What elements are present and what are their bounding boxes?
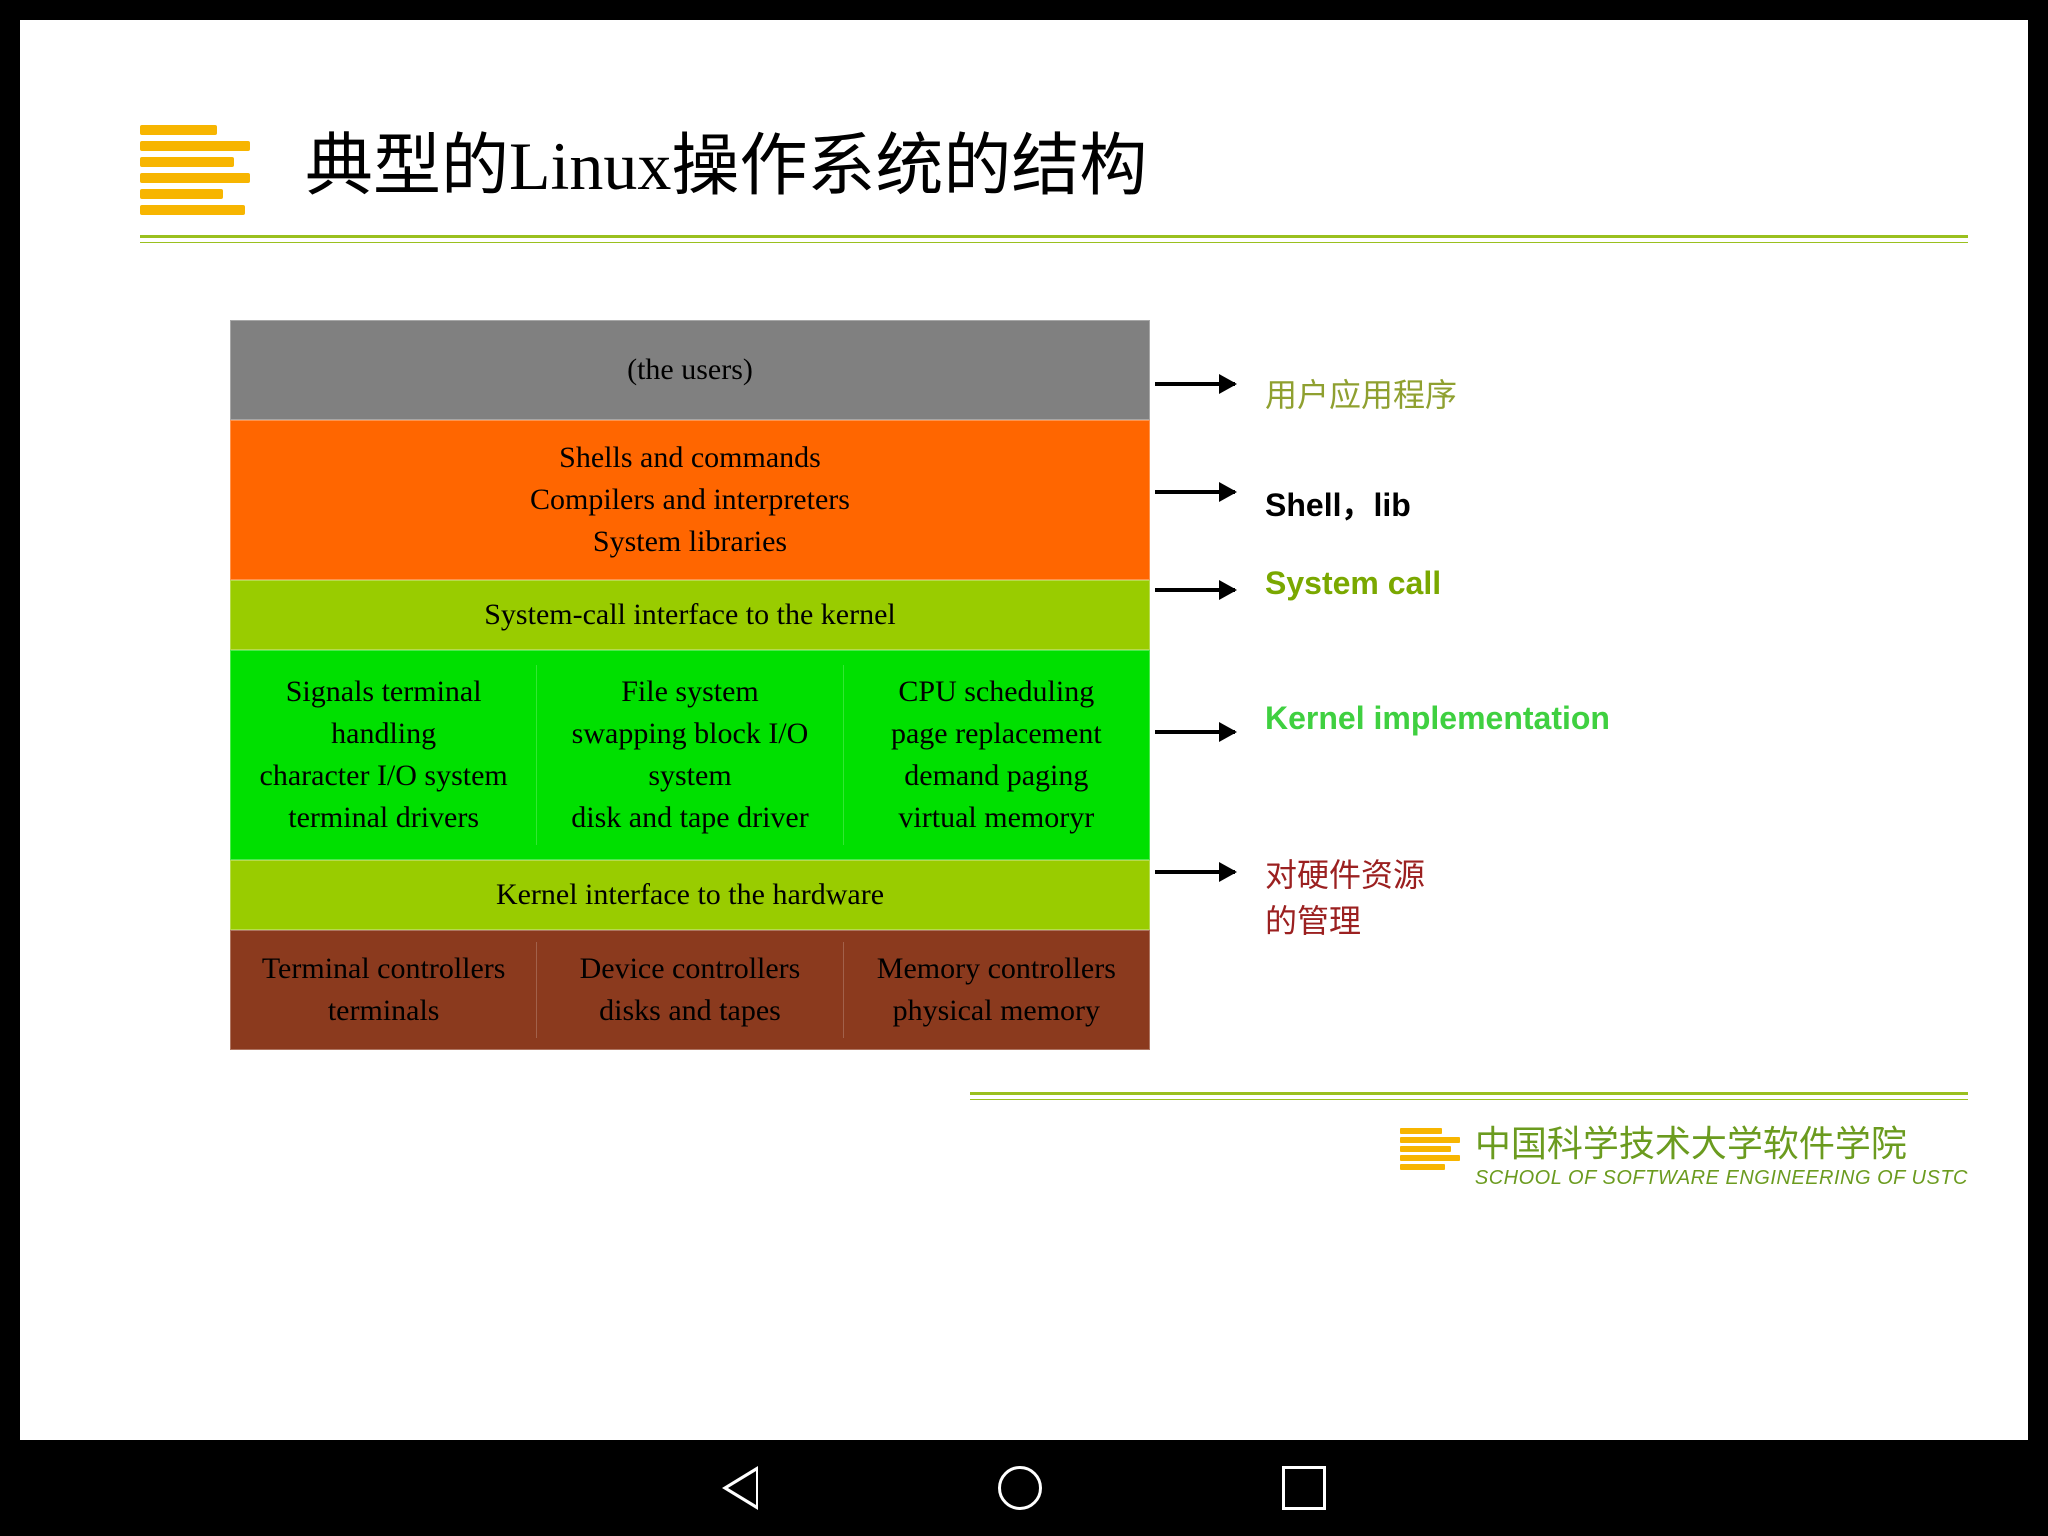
- footer-cn: 中国科学技术大学软件学院: [1475, 1115, 1968, 1167]
- kernel-col2-l2: swapping block I/O: [572, 717, 809, 751]
- hw-col3-l2: physical memory: [893, 994, 1100, 1028]
- nav-back-icon[interactable]: [722, 1466, 758, 1510]
- kernel-col2-l3: system: [648, 759, 731, 793]
- annotation-shell-text: Shell，lib: [1265, 487, 1411, 523]
- kernel-col2-l4: disk and tape driver: [571, 801, 808, 835]
- annotation-hardware: 对硬件资源的管理: [1265, 850, 1445, 942]
- layer-kernel: Signals terminal handling character I/O …: [230, 650, 1150, 860]
- annotation-kernel-text: Kernel implementation: [1265, 700, 1610, 736]
- kernel-col1: Signals terminal handling character I/O …: [231, 665, 537, 845]
- kernel-col3-l4: virtual memoryr: [898, 801, 1094, 835]
- kernel-col3-l1: CPU scheduling: [898, 675, 1094, 709]
- arrow-icon: [1155, 382, 1235, 386]
- hw-col1-l1: Terminal controllers: [262, 952, 506, 986]
- hw-col1: Terminal controllers terminals: [231, 942, 537, 1038]
- arrow-icon: [1155, 870, 1235, 874]
- slide-title: 典型的Linux操作系统的结构: [305, 110, 1147, 209]
- kernel-col1-l4: terminal drivers: [288, 801, 479, 835]
- annotation-hardware-text: 对硬件资源的管理: [1265, 857, 1425, 939]
- shells-line3: System libraries: [593, 525, 787, 559]
- syscall-label: System-call interface to the kernel: [484, 598, 896, 632]
- footer-en: SCHOOL OF SOFTWARE ENGINEERING OF USTC: [1475, 1167, 1968, 1190]
- layer-shells: Shells and commands Compilers and interp…: [230, 420, 1150, 580]
- annotation-syscall-text: System call: [1265, 565, 1441, 601]
- header-logo-icon: [140, 125, 250, 215]
- layer-users: (the users): [230, 320, 1150, 420]
- kernel-col3-l3: demand paging: [904, 759, 1088, 793]
- layer-hwiface: Kernel interface to the hardware: [230, 860, 1150, 930]
- footer-text: 中国科学技术大学软件学院 SCHOOL OF SOFTWARE ENGINEER…: [1475, 1115, 1968, 1190]
- annotation-users-text: 用户应用程序: [1265, 377, 1457, 413]
- arrow-icon: [1155, 730, 1235, 734]
- shells-line1: Shells and commands: [559, 441, 821, 475]
- linux-structure-diagram: (the users) Shells and commands Compiler…: [230, 320, 1150, 1050]
- footer-logo-icon: [1400, 1128, 1460, 1178]
- hw-col2-l1: Device controllers: [580, 952, 801, 986]
- layer-syscall: System-call interface to the kernel: [230, 580, 1150, 650]
- annotation-shell: Shell，lib: [1265, 480, 1411, 526]
- hw-col3-l1: Memory controllers: [877, 952, 1116, 986]
- kernel-col3-l2: page replacement: [891, 717, 1102, 751]
- kernel-col3: CPU scheduling page replacement demand p…: [844, 665, 1149, 845]
- hw-col3: Memory controllers physical memory: [844, 942, 1149, 1038]
- annotation-kernel: Kernel implementation: [1265, 700, 1665, 737]
- arrow-icon: [1155, 588, 1235, 592]
- kernel-col2-l1: File system: [621, 675, 759, 709]
- slide: 典型的Linux操作系统的结构 (the users) Shells and c…: [20, 20, 2028, 1440]
- nav-home-icon[interactable]: [998, 1466, 1042, 1510]
- kernel-col1-l1: Signals terminal: [286, 675, 482, 709]
- layer-hardware: Terminal controllers terminals Device co…: [230, 930, 1150, 1050]
- footer: 中国科学技术大学软件学院 SCHOOL OF SOFTWARE ENGINEER…: [1400, 1115, 1968, 1190]
- hw-col2-l2: disks and tapes: [599, 994, 781, 1028]
- footer-line: [970, 1092, 1968, 1100]
- hw-col1-l2: terminals: [328, 994, 440, 1028]
- android-navbar: [0, 1440, 2048, 1536]
- kernel-col1-l3: character I/O system: [260, 759, 508, 793]
- layer-users-label: (the users): [627, 353, 753, 387]
- annotation-syscall: System call: [1265, 565, 1465, 602]
- annotation-users: 用户应用程序: [1265, 370, 1457, 416]
- arrow-icon: [1155, 490, 1235, 494]
- kernel-col2: File system swapping block I/O system di…: [537, 665, 843, 845]
- kernel-col1-l2: handling: [331, 717, 436, 751]
- hw-col2: Device controllers disks and tapes: [537, 942, 843, 1038]
- title-underline: [140, 235, 1968, 243]
- hwiface-label: Kernel interface to the hardware: [496, 878, 884, 912]
- nav-recent-icon[interactable]: [1282, 1466, 1326, 1510]
- shells-line2: Compilers and interpreters: [530, 483, 850, 517]
